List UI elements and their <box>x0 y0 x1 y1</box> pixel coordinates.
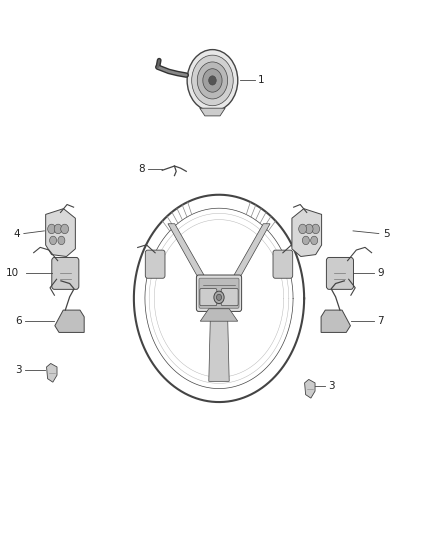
Circle shape <box>214 291 224 304</box>
Polygon shape <box>46 364 57 382</box>
Circle shape <box>311 236 318 245</box>
Circle shape <box>61 224 69 234</box>
Circle shape <box>49 236 57 245</box>
Polygon shape <box>304 379 315 398</box>
Circle shape <box>197 62 228 99</box>
FancyBboxPatch shape <box>199 278 239 308</box>
FancyBboxPatch shape <box>273 250 293 278</box>
Text: 3: 3 <box>15 365 21 375</box>
FancyBboxPatch shape <box>145 250 165 278</box>
Text: 7: 7 <box>377 316 384 326</box>
Polygon shape <box>292 208 321 256</box>
Polygon shape <box>55 310 84 333</box>
Circle shape <box>203 69 222 92</box>
Circle shape <box>299 224 307 234</box>
Polygon shape <box>209 311 229 381</box>
Circle shape <box>302 236 309 245</box>
Circle shape <box>187 50 238 111</box>
Circle shape <box>216 294 222 301</box>
FancyBboxPatch shape <box>52 257 79 289</box>
Circle shape <box>54 224 62 234</box>
Text: 3: 3 <box>328 381 335 391</box>
Circle shape <box>312 224 320 234</box>
Text: 4: 4 <box>14 229 20 239</box>
FancyBboxPatch shape <box>200 288 217 306</box>
Polygon shape <box>321 310 350 333</box>
Text: 10: 10 <box>6 269 19 278</box>
Polygon shape <box>46 208 75 256</box>
Circle shape <box>208 76 216 85</box>
Circle shape <box>58 236 65 245</box>
Text: 1: 1 <box>258 76 264 85</box>
Polygon shape <box>200 108 225 116</box>
Circle shape <box>305 224 313 234</box>
Text: 5: 5 <box>383 229 389 239</box>
Text: 9: 9 <box>377 269 384 278</box>
Circle shape <box>192 55 233 106</box>
FancyBboxPatch shape <box>196 275 242 311</box>
Text: 6: 6 <box>15 316 21 326</box>
FancyBboxPatch shape <box>326 257 353 289</box>
Polygon shape <box>200 309 238 321</box>
FancyBboxPatch shape <box>221 288 238 306</box>
Text: 8: 8 <box>138 164 145 174</box>
Polygon shape <box>168 224 212 292</box>
Circle shape <box>48 224 56 234</box>
Polygon shape <box>226 224 270 292</box>
